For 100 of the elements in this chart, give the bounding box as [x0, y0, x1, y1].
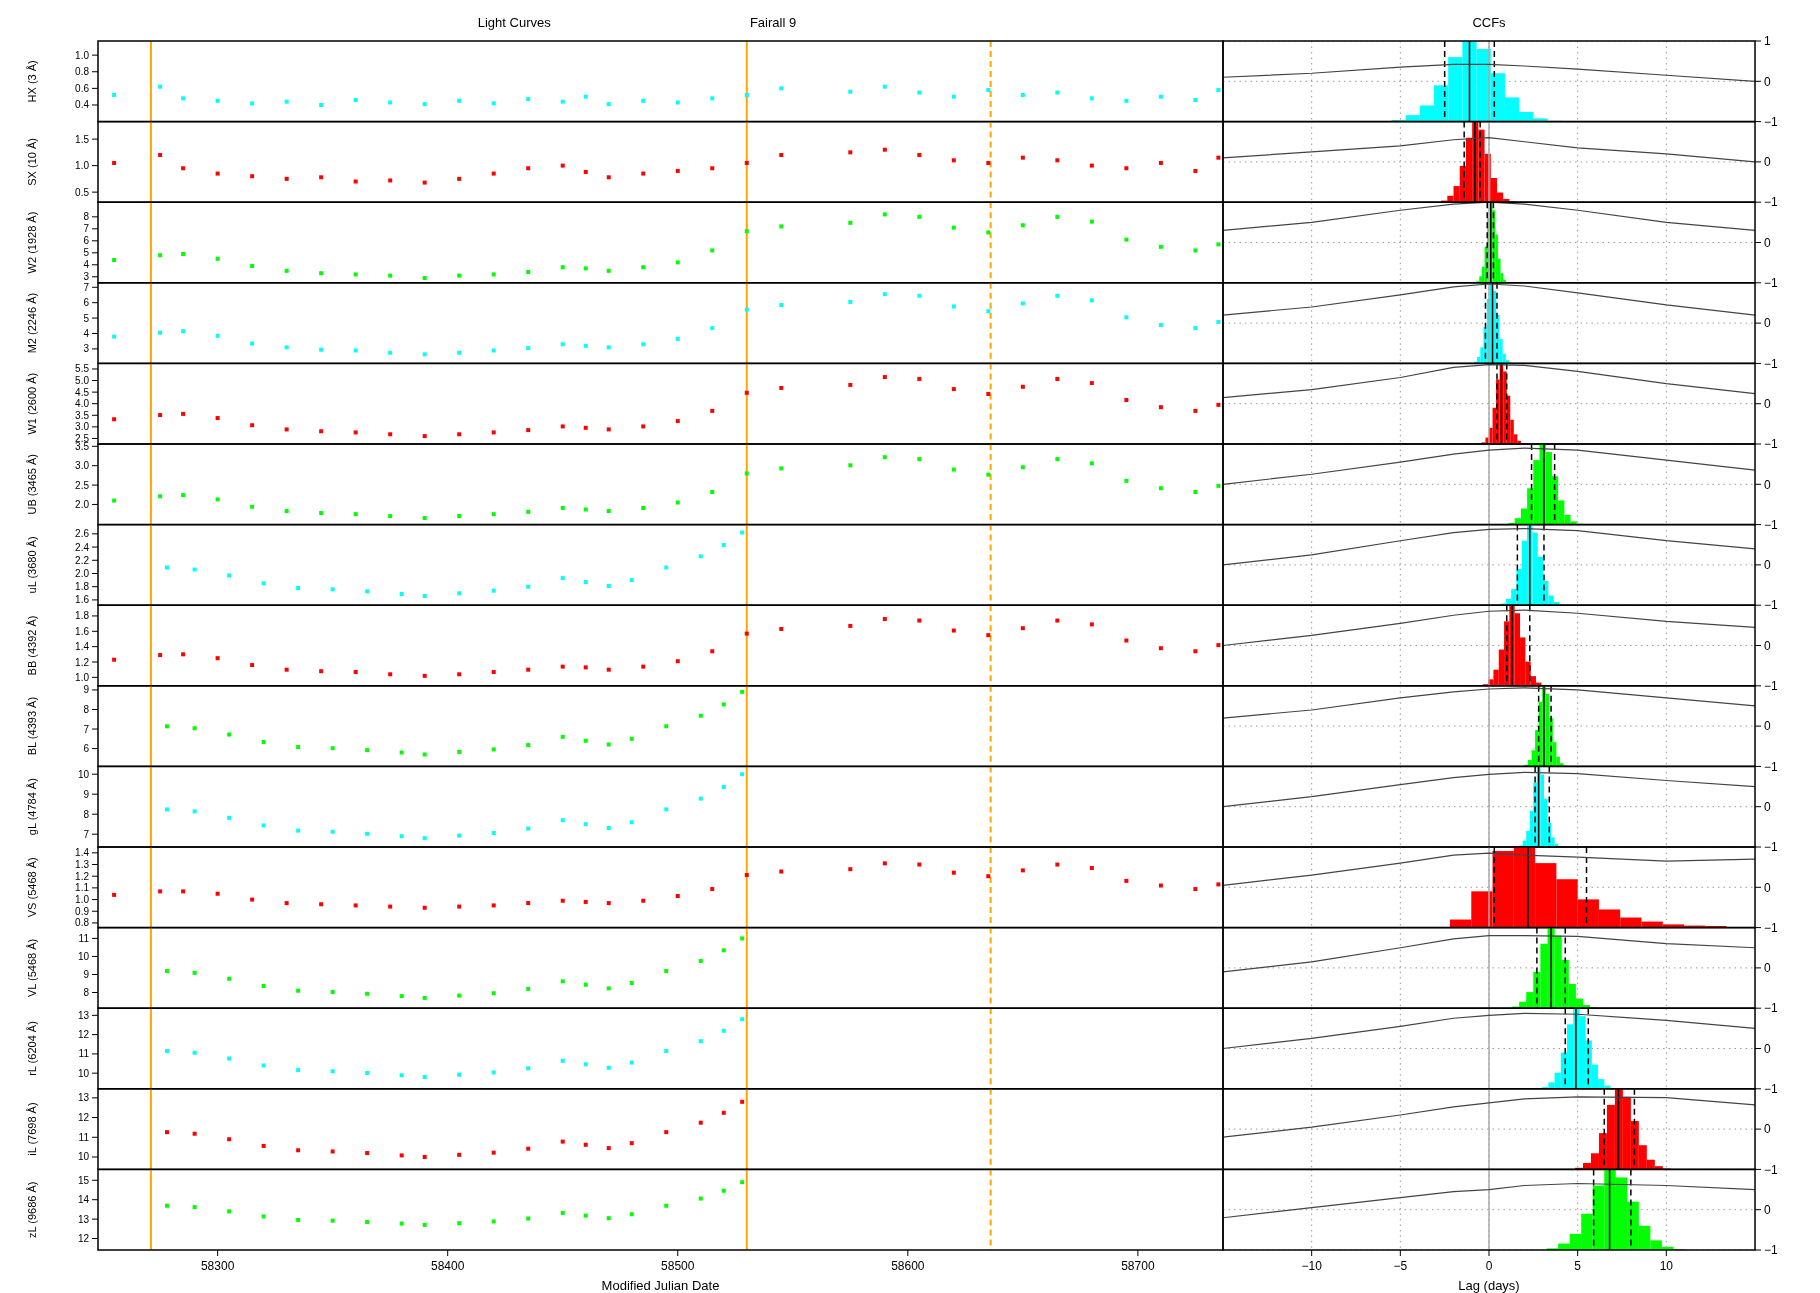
- y-tick-label: 0.6: [75, 82, 90, 94]
- y-tick-label: 1.0: [75, 49, 90, 61]
- x-tick-label: 10: [1659, 1259, 1674, 1273]
- y-tick-label: 3.0: [75, 460, 90, 472]
- y-tick-label: 1.8: [75, 610, 90, 622]
- y-tick-label: 1.0: [75, 894, 90, 906]
- y-tick-label: 5: [83, 312, 90, 324]
- y-tick-label: 0.4: [75, 99, 90, 111]
- y-axis-title: BL (4393 Å): [26, 696, 38, 756]
- y-tick-label: 0.8: [75, 66, 90, 78]
- y-axis-title: zL (9686 Å): [26, 1181, 38, 1238]
- y-tick-label: 1.6: [75, 625, 90, 637]
- y-tick-label: 0: [1764, 396, 1771, 411]
- y-tick-label: 7: [83, 828, 90, 840]
- y-tick-label: 10: [77, 1067, 90, 1079]
- y-tick-label: 4.5: [75, 386, 90, 398]
- y-axis-title: HX (3 Å): [26, 60, 38, 103]
- y-tick-label: 3.0: [75, 421, 90, 433]
- y-tick-label: −1: [1764, 759, 1779, 774]
- y-axis-title: UB (3465 Å): [26, 454, 38, 515]
- y-tick-label: 1.2: [75, 870, 90, 882]
- y-tick-label: 0.8: [75, 917, 90, 929]
- x-tick-label: −5: [1393, 1259, 1408, 1273]
- y-tick-label: 0: [1764, 1122, 1771, 1137]
- y-tick-label: −1: [1764, 276, 1779, 290]
- x-tick-label: 58600: [891, 1259, 925, 1273]
- y-axis-title: VL (5468 Å): [26, 938, 38, 998]
- y-tick-label: 3: [83, 271, 90, 283]
- chart-title: Light Curves: [477, 15, 552, 30]
- y-tick-label: 4: [83, 259, 90, 271]
- y-tick-label: 0: [1764, 74, 1771, 89]
- y-tick-label: 15: [77, 1174, 90, 1186]
- y-tick-label: 1.5: [75, 133, 90, 145]
- y-tick-label: 1.4: [75, 641, 90, 653]
- y-axis-title: gL (4784 Å): [26, 778, 38, 836]
- y-tick-label: 9: [83, 788, 90, 800]
- y-tick-label: −1: [1764, 437, 1779, 452]
- y-tick-label: −1: [1764, 1082, 1779, 1096]
- y-tick-label: −1: [1764, 920, 1779, 935]
- y-tick-label: 12: [77, 1233, 90, 1245]
- y-tick-label: 5: [83, 247, 90, 259]
- y-tick-label: 1.4: [75, 847, 90, 859]
- y-tick-label: 9: [83, 684, 90, 696]
- y-tick-label: 2.4: [75, 541, 90, 553]
- x-tick-label: 5: [1574, 1259, 1582, 1273]
- y-tick-label: 14: [77, 1194, 90, 1206]
- x-axis-title: Modified Julian Date: [601, 1278, 720, 1293]
- y-tick-label: 8: [83, 211, 90, 223]
- x-tick-label: 58500: [661, 1259, 695, 1273]
- y-tick-label: 1.6: [75, 594, 90, 606]
- y-axis-title: iL (7698 Å): [26, 1102, 38, 1156]
- y-axis-title: M2 (2246 Å): [26, 292, 38, 354]
- y-tick-label: 7: [83, 723, 90, 735]
- y-tick-label: 0.5: [75, 186, 90, 198]
- y-tick-label: 1.0: [75, 671, 90, 683]
- y-tick-label: 5.5: [75, 363, 90, 375]
- y-tick-label: 0: [1764, 155, 1771, 170]
- y-tick-label: 11: [78, 1131, 90, 1143]
- y-tick-label: 11: [78, 1048, 90, 1060]
- chart-title: CCFs: [1472, 15, 1507, 30]
- y-tick-label: −1: [1764, 1001, 1779, 1016]
- y-tick-label: 1.1: [75, 882, 90, 894]
- y-tick-label: 2.5: [75, 479, 90, 491]
- x-tick-label: 58300: [200, 1259, 235, 1273]
- y-tick-label: 1.2: [75, 656, 90, 668]
- y-tick-label: −1: [1764, 195, 1779, 210]
- y-tick-label: 0: [1764, 558, 1771, 573]
- y-tick-label: 4: [83, 328, 90, 339]
- y-tick-label: 7: [83, 281, 90, 293]
- y-tick-label: 1.3: [75, 859, 90, 871]
- y-tick-label: 2.2: [75, 554, 90, 566]
- y-tick-label: 13: [77, 1092, 90, 1104]
- y-tick-label: 6: [83, 297, 90, 309]
- y-axis-title: W2 (1928 Å): [26, 211, 38, 274]
- y-axis-title: BB (4392 Å): [26, 615, 38, 676]
- y-tick-label: 0: [1764, 638, 1771, 653]
- y-tick-label: 0: [1764, 719, 1771, 734]
- y-tick-label: 5.0: [75, 375, 90, 387]
- y-tick-label: −1: [1764, 114, 1779, 129]
- y-tick-label: 0: [1764, 799, 1771, 814]
- y-tick-label: 1: [1764, 34, 1771, 49]
- y-axis-title: SX (10 Å): [26, 138, 38, 186]
- y-tick-label: 6: [83, 235, 90, 247]
- y-tick-label: 0.9: [75, 905, 90, 917]
- text: Fairall 9: [749, 15, 797, 30]
- y-tick-label: 0: [1764, 1041, 1771, 1056]
- y-tick-label: −1: [1764, 1243, 1779, 1258]
- y-tick-label: 0: [1764, 961, 1771, 976]
- y-tick-label: −1: [1764, 840, 1779, 855]
- y-tick-label: −1: [1764, 1162, 1779, 1177]
- y-tick-label: 8: [83, 808, 90, 820]
- x-tick-label: 58400: [431, 1259, 465, 1273]
- y-tick-label: 0: [1764, 880, 1771, 895]
- y-tick-label: −1: [1764, 356, 1779, 371]
- y-tick-label: 3: [83, 343, 90, 355]
- y-tick-label: 4.0: [75, 398, 90, 410]
- y-tick-label: 0: [1764, 1202, 1771, 1217]
- x-tick-label: −10: [1301, 1259, 1323, 1273]
- y-tick-label: 9: [83, 968, 90, 980]
- y-tick-label: −1: [1764, 517, 1779, 532]
